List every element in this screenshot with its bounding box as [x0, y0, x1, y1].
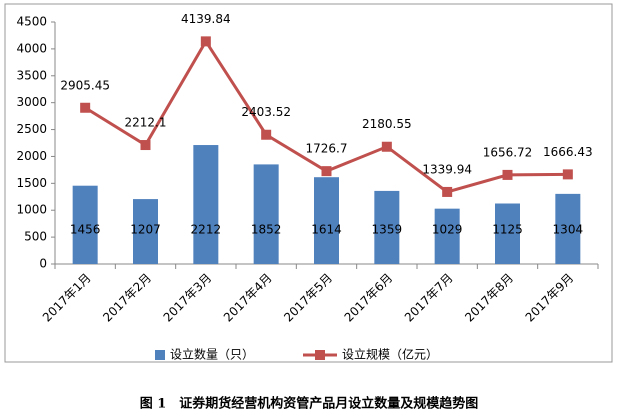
x-tick-label: 2017年6月 [342, 271, 396, 325]
y-tick-label: 0 [39, 257, 47, 271]
legend-label: 设立数量（只） [170, 347, 254, 362]
bar [374, 190, 400, 264]
y-tick-label: 2500 [16, 122, 47, 136]
line-marker [381, 141, 392, 152]
legend-swatch [315, 350, 325, 360]
line-value-label: 1666.43 [543, 145, 593, 159]
y-tick-label: 4000 [16, 41, 47, 55]
bar-value-label: 1614 [311, 223, 342, 237]
y-tick-label: 2000 [16, 149, 47, 163]
bar [495, 203, 520, 264]
line-value-label: 1656.72 [483, 145, 533, 159]
x-tick-label: 2017年9月 [523, 271, 577, 325]
x-tick-label: 2017年1月 [40, 271, 94, 325]
line-marker [321, 166, 332, 177]
bar [314, 177, 339, 264]
line-marker [140, 140, 151, 151]
bar-value-label: 2212 [191, 223, 222, 237]
bar-value-label: 1456 [70, 223, 101, 237]
line-marker [200, 36, 211, 47]
x-tick-label: 2017年7月 [402, 271, 456, 325]
line-marker [562, 169, 573, 180]
line-value-label: 1726.7 [306, 142, 348, 156]
line-value-label: 2212.1 [125, 116, 167, 130]
line-marker [502, 169, 513, 180]
x-tick-label: 2017年3月 [161, 271, 215, 325]
bar-value-label: 1125 [492, 223, 523, 237]
legend-label: 设立规模（亿元） [342, 347, 438, 362]
chart-caption: 图 1 证券期货经营机构资管产品月设立数量及规模趋势图 [140, 396, 479, 412]
y-tick-label: 500 [24, 230, 47, 244]
bar-value-label: 1304 [553, 223, 584, 237]
x-tick-label: 2017年5月 [281, 271, 335, 325]
line-marker [261, 129, 272, 140]
bar [133, 199, 158, 264]
line-marker [80, 102, 91, 113]
bar-value-label: 1207 [130, 223, 161, 237]
x-tick-label: 2017年2月 [100, 271, 154, 325]
x-tick-label: 2017年4月 [221, 271, 275, 325]
bar-value-label: 1029 [432, 223, 463, 237]
y-tick-label: 3500 [16, 68, 47, 82]
legend-swatch [155, 350, 165, 360]
y-tick-label: 4500 [16, 15, 47, 29]
line-marker [442, 186, 453, 197]
x-tick-label: 2017年8月 [462, 271, 516, 325]
bar [253, 164, 279, 264]
line-value-label: 2905.45 [60, 78, 110, 92]
chart-frame [4, 3, 613, 363]
bar [193, 145, 219, 264]
line-value-label: 2403.52 [241, 105, 291, 119]
y-tick-label: 1500 [16, 176, 47, 190]
bar [434, 208, 460, 264]
line-value-label: 4139.84 [181, 12, 231, 26]
bar [555, 193, 581, 264]
y-tick-label: 3000 [16, 95, 47, 109]
line-value-label: 1339.94 [422, 162, 472, 176]
line-value-label: 2180.55 [362, 117, 412, 131]
bar-value-label: 1359 [372, 223, 403, 237]
bar-value-label: 1852 [251, 223, 282, 237]
bar [72, 185, 98, 264]
y-tick-label: 1000 [16, 203, 47, 217]
